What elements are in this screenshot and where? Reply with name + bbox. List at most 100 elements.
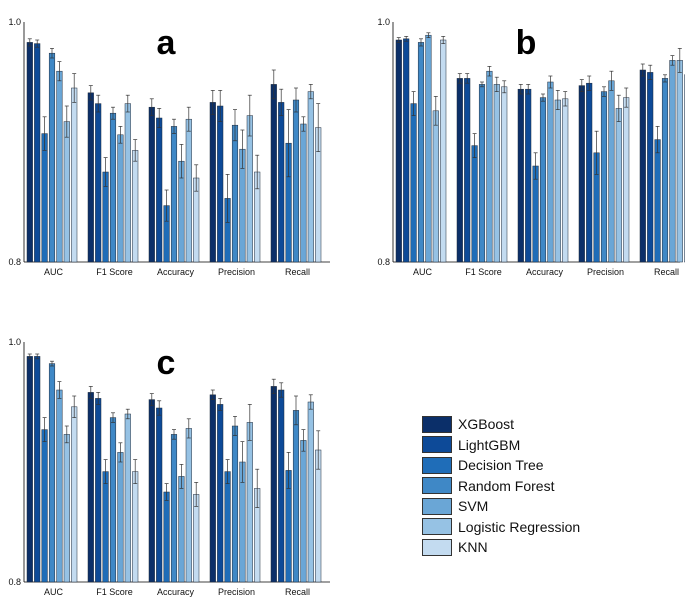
- panel-c-xtick-auc: AUC: [44, 587, 64, 597]
- panel-c-group-auc: AUC: [26, 353, 78, 597]
- legend-swatch-decision-tree: [422, 456, 452, 474]
- panel-a-xtick-auc: AUC: [44, 267, 64, 277]
- panel-a-bar-precision-random-forest: [231, 124, 239, 263]
- panel-c-errorbar-recall-xgboost: [271, 378, 276, 394]
- panel-c-xtick-f1-score: F1 Score: [96, 587, 133, 597]
- panel-c-errorbar-precision-decision-tree: [225, 459, 230, 484]
- panel-a-group-accuracy: Accuracy: [148, 98, 200, 277]
- panel-b-ytick-bottom: 0.8: [377, 257, 390, 267]
- panel-c-label: c: [157, 344, 176, 382]
- panel-a-errorbar-auc-xgboost: [27, 38, 32, 47]
- panel-c-errorbar-accuracy-xgboost: [149, 393, 154, 406]
- panel-c-errorbar-precision-xgboost: [210, 389, 215, 400]
- panel-a-errorbar-accuracy-xgboost: [149, 98, 154, 116]
- panel-c-bar-accuracy-xgboost: [148, 399, 155, 583]
- panel-b-errorbar-recall-random-forest: [663, 74, 667, 83]
- panel-c-bar-recall-random-forest: [292, 410, 300, 583]
- panel-b-bar-accuracy-decision-tree: [532, 165, 539, 263]
- panel-b-errorbar-accuracy-logistic-regression: [555, 90, 560, 110]
- legend-item-knn: KNN: [422, 537, 594, 558]
- panel-a-errorbar-recall-decision-tree: [286, 109, 291, 178]
- panel-a-errorbar-recall-svm: [301, 116, 306, 132]
- panel-c-errorbar-f1-score-random-forest: [111, 412, 115, 423]
- panel-c-bar-recall-logistic-regression: [307, 401, 314, 583]
- panel-a-errorbar-recall-random-forest: [294, 87, 298, 113]
- panel-a-errorbar-precision-xgboost: [210, 90, 215, 115]
- panel-c-errorbar-f1-score-logistic-regression: [125, 408, 130, 420]
- panel-b-bar-precision-lightgbm: [586, 82, 593, 263]
- panel-c-bar-accuracy-random-forest: [170, 434, 178, 583]
- panel-b-group-f1-score: F1 Score: [456, 66, 508, 277]
- panel-b-bar-accuracy-xgboost: [517, 88, 524, 263]
- panel-c-bar-recall-knn: [315, 449, 322, 583]
- panel-a-bar-f1-score-xgboost: [87, 92, 94, 263]
- panel-a-errorbar-recall-logistic-regression: [308, 84, 313, 100]
- panel-a-xtick-accuracy: Accuracy: [157, 267, 195, 277]
- panel-c-bar-precision-random-forest: [231, 425, 239, 583]
- legend-swatch-xgboost: [422, 415, 452, 433]
- panel-c-bar-precision-xgboost: [209, 394, 216, 583]
- panel-b-label: b: [516, 24, 537, 62]
- panel-a-errorbar-f1-score-knn: [133, 139, 138, 162]
- panel-a-errorbar-f1-score-svm: [118, 126, 123, 144]
- panel-b-errorbar-f1-score-decision-tree: [472, 133, 477, 158]
- panel-c-bar-precision-lightgbm: [217, 404, 224, 583]
- panel-c-errorbar-accuracy-decision-tree: [164, 483, 169, 501]
- panel-c-errorbar-auc-lightgbm: [35, 353, 40, 360]
- panel-c-errorbar-recall-svm: [301, 429, 306, 452]
- panel-a-errorbar-precision-logistic-regression: [247, 94, 252, 137]
- panel-b-errorbar-precision-lightgbm: [587, 75, 592, 91]
- panel-b-bar-recall-xgboost: [639, 69, 646, 263]
- legend-label-svm: SVM: [458, 498, 489, 515]
- panel-b-bar-f1-score-knn: [501, 86, 508, 263]
- panel-b-group-recall: Recall: [639, 48, 685, 277]
- panel-b-errorbar-recall-xgboost: [640, 63, 645, 77]
- panel-a-errorbar-recall-lightgbm: [279, 88, 284, 116]
- panel-c-bar-accuracy-decision-tree: [163, 491, 170, 583]
- panel-a-errorbar-auc-random-forest: [50, 48, 54, 59]
- panel-b-bar-recall-random-forest: [661, 78, 669, 263]
- panel-a-bar-f1-score-knn: [132, 150, 139, 263]
- panel-a-errorbar-f1-score-lightgbm: [96, 94, 101, 113]
- panel-b-errorbar-accuracy-decision-tree: [533, 152, 538, 180]
- panel-a-errorbar-accuracy-lightgbm: [157, 108, 162, 128]
- panel-c-bar-f1-score-logistic-regression: [124, 413, 131, 583]
- panel-b-bar-auc-svm: [425, 34, 432, 263]
- panel-b-bar-f1-score-random-forest: [478, 84, 486, 263]
- panel-a-ytick-bottom: 0.8: [8, 257, 21, 267]
- panel-a-errorbar-recall-xgboost: [271, 69, 276, 100]
- panel-a: 1.0 0.8 a AUC F1 Score Accuracy Precision Recal…: [8, 17, 330, 277]
- panel-c-errorbar-auc-random-forest: [50, 360, 54, 367]
- panel-b-bar-precision-xgboost: [578, 85, 585, 263]
- panel-a-bar-precision-lightgbm: [217, 105, 224, 263]
- panel-b-group-auc: AUC: [395, 32, 447, 277]
- panel-a-bar-recall-random-forest: [292, 99, 300, 263]
- panel-b-xtick-recall: Recall: [654, 267, 679, 277]
- legend-item-logistic-regression: Logistic Regression: [422, 517, 594, 538]
- panel-c: 1.0 0.8 c AUC F1 Score Accuracy Precision Recal…: [8, 337, 330, 597]
- panel-a-bar-recall-lightgbm: [278, 102, 285, 263]
- panel-b-errorbar-f1-score-logistic-regression: [494, 76, 499, 92]
- panel-b-bar-accuracy-logistic-regression: [554, 99, 561, 263]
- panel-c-errorbar-auc-xgboost: [27, 353, 32, 360]
- panel-b-bar-f1-score-logistic-regression: [493, 84, 500, 263]
- panel-a-bar-recall-xgboost: [270, 84, 277, 263]
- panel-c-errorbar-accuracy-random-forest: [172, 429, 176, 440]
- panel-b-errorbar-accuracy-lightgbm: [526, 84, 531, 95]
- panel-a-errorbar-accuracy-logistic-regression: [186, 106, 191, 132]
- panel-b-bar-auc-logistic-regression: [432, 110, 439, 263]
- panel-a-xtick-precision: Precision: [218, 267, 255, 277]
- panel-c-errorbar-precision-logistic-regression: [247, 404, 252, 441]
- panel-c-ytick-top: 1.0: [8, 337, 21, 347]
- panel-c-errorbar-auc-knn: [72, 395, 77, 418]
- panel-a-bar-precision-xgboost: [209, 102, 216, 263]
- panel-c-errorbar-f1-score-decision-tree: [103, 459, 108, 484]
- panel-a-errorbar-accuracy-random-forest: [172, 118, 176, 134]
- panel-a-bar-f1-score-random-forest: [109, 112, 117, 263]
- legend-item-random-forest: Random Forest: [422, 476, 594, 497]
- panel-b-errorbar-f1-score-knn: [502, 80, 507, 94]
- panel-a-errorbar-auc-decision-tree: [42, 116, 47, 151]
- panel-c-group-accuracy: Accuracy: [148, 393, 200, 597]
- panel-c-bar-f1-score-decision-tree: [102, 471, 109, 583]
